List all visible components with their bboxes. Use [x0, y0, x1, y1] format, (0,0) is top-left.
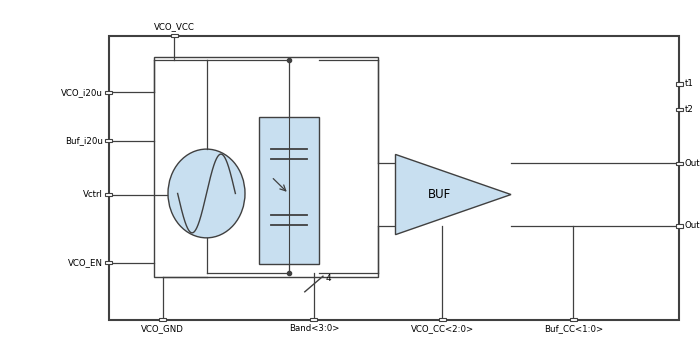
Bar [570, 318, 577, 321]
Bar [676, 162, 682, 165]
Bar [171, 34, 178, 37]
Bar [105, 91, 112, 94]
Bar [154, 57, 378, 277]
Bar [259, 117, 318, 264]
Bar [108, 36, 679, 320]
Text: Outn: Outn [685, 221, 700, 230]
Bar [676, 82, 682, 86]
Bar [676, 224, 682, 228]
Bar [105, 139, 112, 142]
Text: Outp: Outp [685, 159, 700, 168]
Text: Buf_CC<1:0>: Buf_CC<1:0> [544, 324, 603, 333]
Text: 4: 4 [325, 274, 330, 283]
Bar [439, 318, 446, 321]
Text: Buf_i20u: Buf_i20u [65, 136, 103, 145]
Text: t1: t1 [685, 79, 694, 88]
Text: VCO_GND: VCO_GND [141, 324, 184, 333]
Bar [676, 108, 682, 111]
Polygon shape [395, 154, 511, 235]
Text: VCO_CC<2:0>: VCO_CC<2:0> [411, 324, 474, 333]
Text: BUF: BUF [428, 188, 451, 201]
Text: t2: t2 [685, 105, 694, 114]
Bar [159, 318, 166, 321]
Bar [105, 261, 112, 264]
Ellipse shape [168, 149, 245, 238]
Text: VCO_EN: VCO_EN [68, 258, 103, 267]
Text: VCO_i20u: VCO_i20u [61, 88, 103, 97]
Text: VCO_VCC: VCO_VCC [154, 22, 195, 31]
Text: Vctrl: Vctrl [83, 190, 103, 199]
Bar [105, 193, 112, 196]
Bar [310, 318, 317, 321]
Text: Band<3:0>: Band<3:0> [288, 324, 339, 333]
